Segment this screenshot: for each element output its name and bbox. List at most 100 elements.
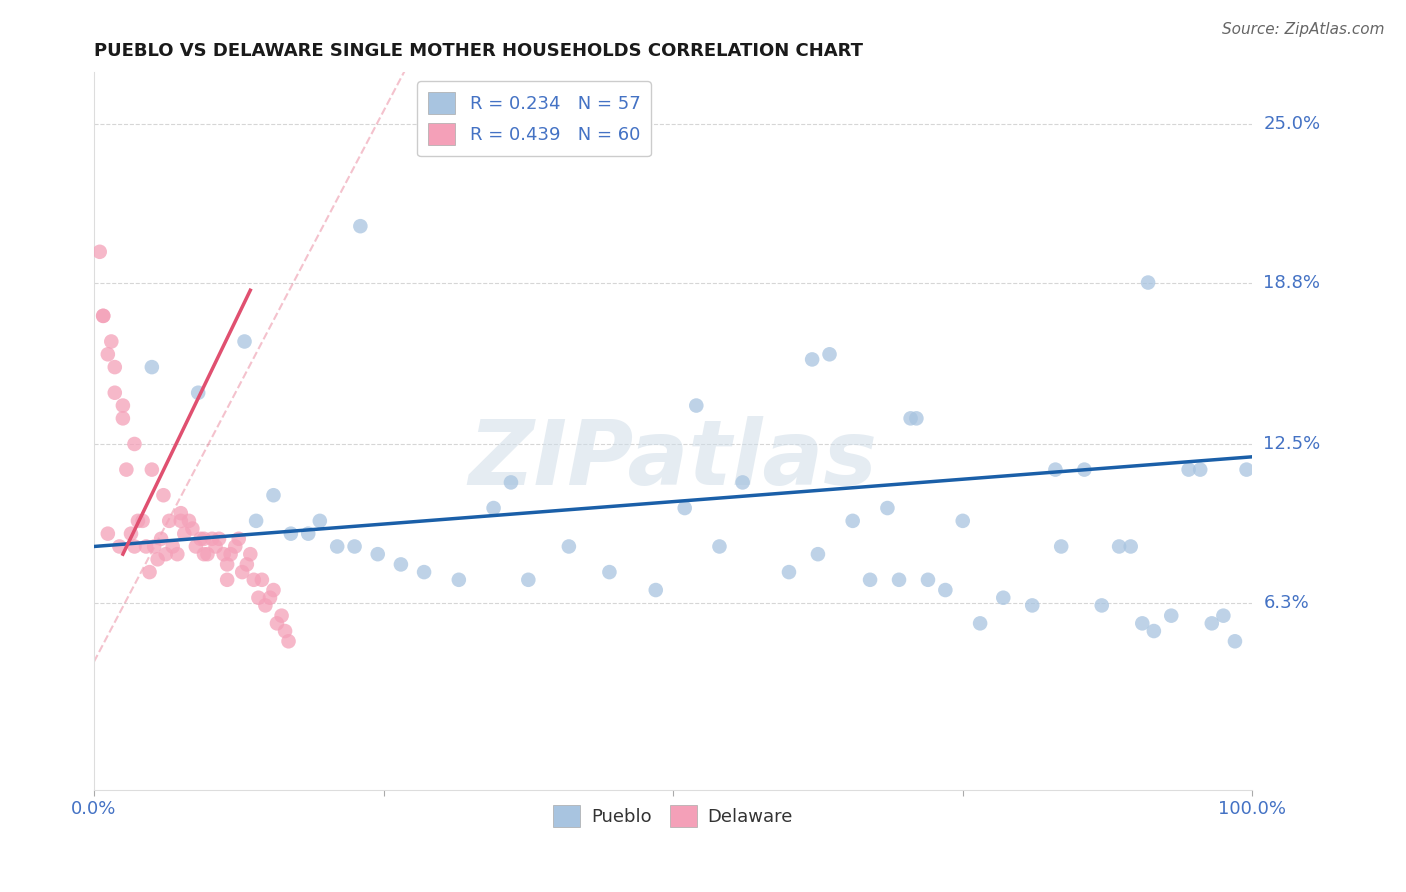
Point <box>934 582 956 597</box>
Point <box>141 462 163 476</box>
Point <box>228 532 250 546</box>
Point <box>778 565 800 579</box>
Point <box>413 565 436 579</box>
Point <box>1137 276 1160 290</box>
Point <box>138 565 160 579</box>
Point <box>124 540 146 554</box>
Point <box>1160 608 1182 623</box>
Point <box>389 558 412 572</box>
Point <box>135 540 157 554</box>
Point <box>197 547 219 561</box>
Point <box>193 547 215 561</box>
Point <box>277 634 299 648</box>
Point <box>236 558 259 572</box>
Point <box>115 462 138 476</box>
Point <box>250 573 273 587</box>
Point <box>1108 540 1130 554</box>
Point <box>201 532 224 546</box>
Point <box>104 360 127 375</box>
Point <box>166 547 188 561</box>
Point <box>224 540 246 554</box>
Point <box>243 573 266 587</box>
Point <box>120 526 142 541</box>
Point <box>217 573 239 587</box>
Point <box>231 565 253 579</box>
Point <box>217 558 239 572</box>
Point <box>233 334 256 349</box>
Point <box>673 501 696 516</box>
Point <box>254 599 277 613</box>
Point <box>876 501 898 516</box>
Point <box>1177 462 1199 476</box>
Point <box>280 526 302 541</box>
Point <box>1045 462 1067 476</box>
Point <box>709 540 731 554</box>
Point <box>204 540 226 554</box>
Point <box>247 591 270 605</box>
Point <box>326 540 349 554</box>
Point <box>97 526 120 541</box>
Point <box>1201 616 1223 631</box>
Point <box>127 514 149 528</box>
Legend: Pueblo, Delaware: Pueblo, Delaware <box>546 798 800 835</box>
Point <box>297 526 319 541</box>
Point <box>152 488 174 502</box>
Point <box>482 501 505 516</box>
Point <box>131 514 153 528</box>
Point <box>969 616 991 631</box>
Text: 18.8%: 18.8% <box>1264 274 1320 292</box>
Point <box>1236 462 1258 476</box>
Point <box>447 573 470 587</box>
Point <box>499 475 522 490</box>
Point <box>367 547 389 561</box>
Text: ZIPatlas: ZIPatlas <box>468 416 877 504</box>
Point <box>212 547 235 561</box>
Point <box>177 514 200 528</box>
Point <box>97 347 120 361</box>
Point <box>274 624 297 638</box>
Point <box>887 573 910 587</box>
Point <box>143 540 166 554</box>
Point <box>1130 616 1153 631</box>
Point <box>141 360 163 375</box>
Text: Source: ZipAtlas.com: Source: ZipAtlas.com <box>1222 22 1385 37</box>
Point <box>157 514 180 528</box>
Point <box>239 547 262 561</box>
Point <box>104 385 127 400</box>
Point <box>598 565 620 579</box>
Point <box>219 547 242 561</box>
Point <box>841 514 863 528</box>
Point <box>1021 599 1043 613</box>
Point <box>558 540 581 554</box>
Point <box>155 547 177 561</box>
Text: 25.0%: 25.0% <box>1264 115 1320 133</box>
Point <box>807 547 830 561</box>
Point <box>124 437 146 451</box>
Point <box>190 532 212 546</box>
Point <box>308 514 330 528</box>
Point <box>900 411 922 425</box>
Point <box>917 573 939 587</box>
Point <box>162 540 184 554</box>
Point <box>1143 624 1166 638</box>
Point <box>181 522 204 536</box>
Point <box>170 514 193 528</box>
Point <box>270 608 292 623</box>
Point <box>952 514 974 528</box>
Point <box>91 309 114 323</box>
Point <box>111 411 134 425</box>
Point <box>184 540 207 554</box>
Point <box>170 506 193 520</box>
Point <box>266 616 288 631</box>
Point <box>1050 540 1073 554</box>
Text: PUEBLO VS DELAWARE SINGLE MOTHER HOUSEHOLDS CORRELATION CHART: PUEBLO VS DELAWARE SINGLE MOTHER HOUSEHO… <box>94 42 863 60</box>
Point <box>731 475 754 490</box>
Point <box>89 244 111 259</box>
Point <box>685 399 707 413</box>
Point <box>905 411 928 425</box>
Point <box>91 309 114 323</box>
Point <box>1223 634 1246 648</box>
Point <box>263 488 285 502</box>
Point <box>343 540 366 554</box>
Point <box>1073 462 1095 476</box>
